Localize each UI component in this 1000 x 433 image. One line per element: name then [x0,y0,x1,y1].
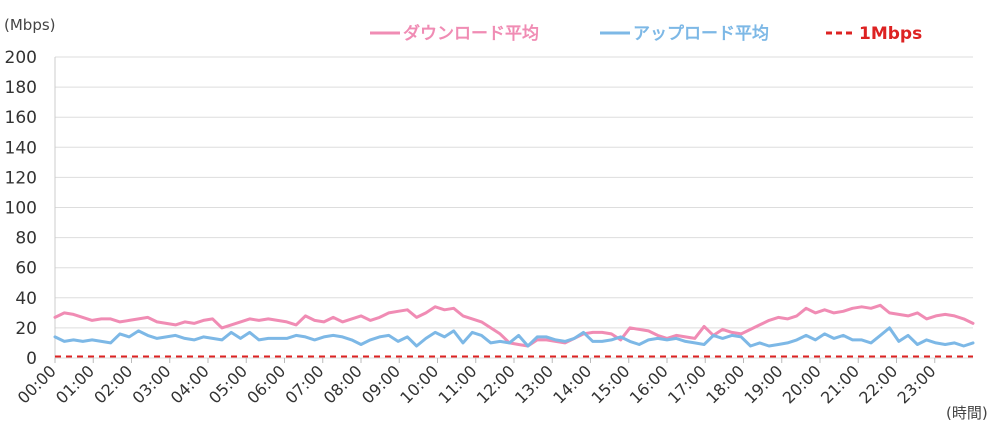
x-axis-unit-label: (時間) [946,404,988,422]
legend-label: アップロード平均 [633,23,769,44]
x-tick-label: 05:00 [205,361,251,407]
gridlines [54,56,973,359]
upload-average-line [53,326,975,348]
y-tick-label: 100 [5,199,37,219]
x-tick-label: 11:00 [435,361,481,407]
x-tick-label: 17:00 [664,361,710,407]
y-tick-label: 180 [5,78,37,98]
legend-label: 1Mbps [859,24,922,44]
x-tick-label: 21:00 [817,361,863,407]
x-tick-label: 03:00 [129,361,175,407]
y-tick-label: 120 [5,168,37,188]
x-tick-label: 10:00 [396,361,442,407]
legend: ダウンロード平均 アップロード平均 1Mbps [370,23,922,44]
x-tick-label: 18:00 [702,361,748,407]
x-tick-label: 08:00 [320,361,366,407]
x-tick-label: 15:00 [588,361,634,407]
y-tick-label: 160 [5,108,37,128]
x-tick-label: 02:00 [90,361,136,407]
x-tick-label: 07:00 [282,361,328,407]
x-tick-label: 22:00 [855,361,901,407]
x-tick-label: 12:00 [473,361,519,407]
download-average-line [53,303,975,348]
legend-label: ダウンロード平均 [403,23,539,44]
y-tick-label: 80 [15,229,37,249]
x-tick-label: 23:00 [894,361,940,407]
y-tick-label: 20 [15,319,37,339]
y-axis-unit-label: (Mbps) [4,16,56,34]
x-tick-label: 20:00 [779,361,825,407]
x-tick-label: 14:00 [549,361,595,407]
y-axis-ticks: 0 20 40 60 80 100 120 140 160 180 200 [5,48,37,369]
y-tick-label: 0 [26,349,37,369]
y-tick-label: 140 [5,138,37,158]
x-tick-label: 09:00 [358,361,404,407]
x-tick-label: 06:00 [243,361,289,407]
y-tick-label: 60 [15,259,37,279]
x-tick-label: 16:00 [626,361,672,407]
y-tick-label: 40 [15,289,37,309]
x-tick-label: 13:00 [511,361,557,407]
x-tick-label: 04:00 [167,361,213,407]
y-tick-label: 200 [5,48,37,68]
series-layer [53,303,975,358]
x-tick-label: 19:00 [741,361,787,407]
x-tick-label: 01:00 [52,361,98,407]
x-axis-ticks: 00:0001:0002:0003:0004:0005:0006:0007:00… [14,358,940,407]
